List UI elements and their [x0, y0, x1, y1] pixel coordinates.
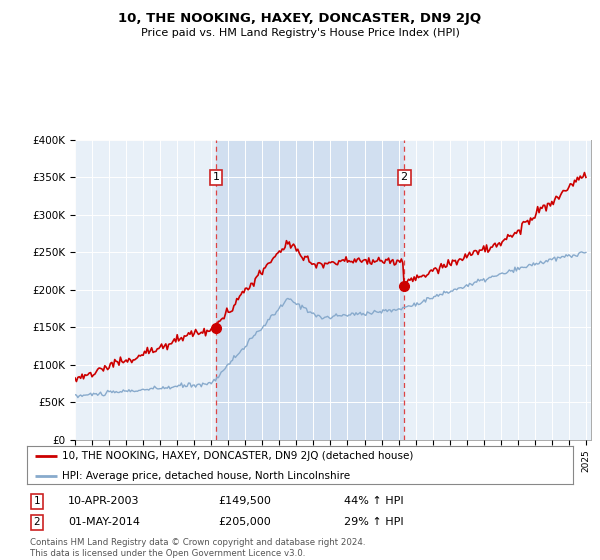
Text: 10, THE NOOKING, HAXEY, DONCASTER, DN9 2JQ: 10, THE NOOKING, HAXEY, DONCASTER, DN9 2… — [118, 12, 482, 25]
Text: Price paid vs. HM Land Registry's House Price Index (HPI): Price paid vs. HM Land Registry's House … — [140, 28, 460, 38]
Text: 10-APR-2003: 10-APR-2003 — [68, 496, 139, 506]
Bar — [216, 140, 404, 440]
Text: 2: 2 — [401, 172, 408, 183]
Text: £205,000: £205,000 — [218, 517, 271, 527]
Text: 2: 2 — [34, 517, 40, 527]
Text: £149,500: £149,500 — [218, 496, 271, 506]
Text: 1: 1 — [34, 496, 40, 506]
Text: HPI: Average price, detached house, North Lincolnshire: HPI: Average price, detached house, Nort… — [62, 471, 350, 481]
Text: 01-MAY-2014: 01-MAY-2014 — [68, 517, 140, 527]
Text: Contains HM Land Registry data © Crown copyright and database right 2024.
This d: Contains HM Land Registry data © Crown c… — [30, 538, 365, 558]
Text: 44% ↑ HPI: 44% ↑ HPI — [344, 496, 403, 506]
Text: 29% ↑ HPI: 29% ↑ HPI — [344, 517, 403, 527]
Text: 1: 1 — [212, 172, 220, 183]
Text: 10, THE NOOKING, HAXEY, DONCASTER, DN9 2JQ (detached house): 10, THE NOOKING, HAXEY, DONCASTER, DN9 2… — [62, 451, 414, 461]
